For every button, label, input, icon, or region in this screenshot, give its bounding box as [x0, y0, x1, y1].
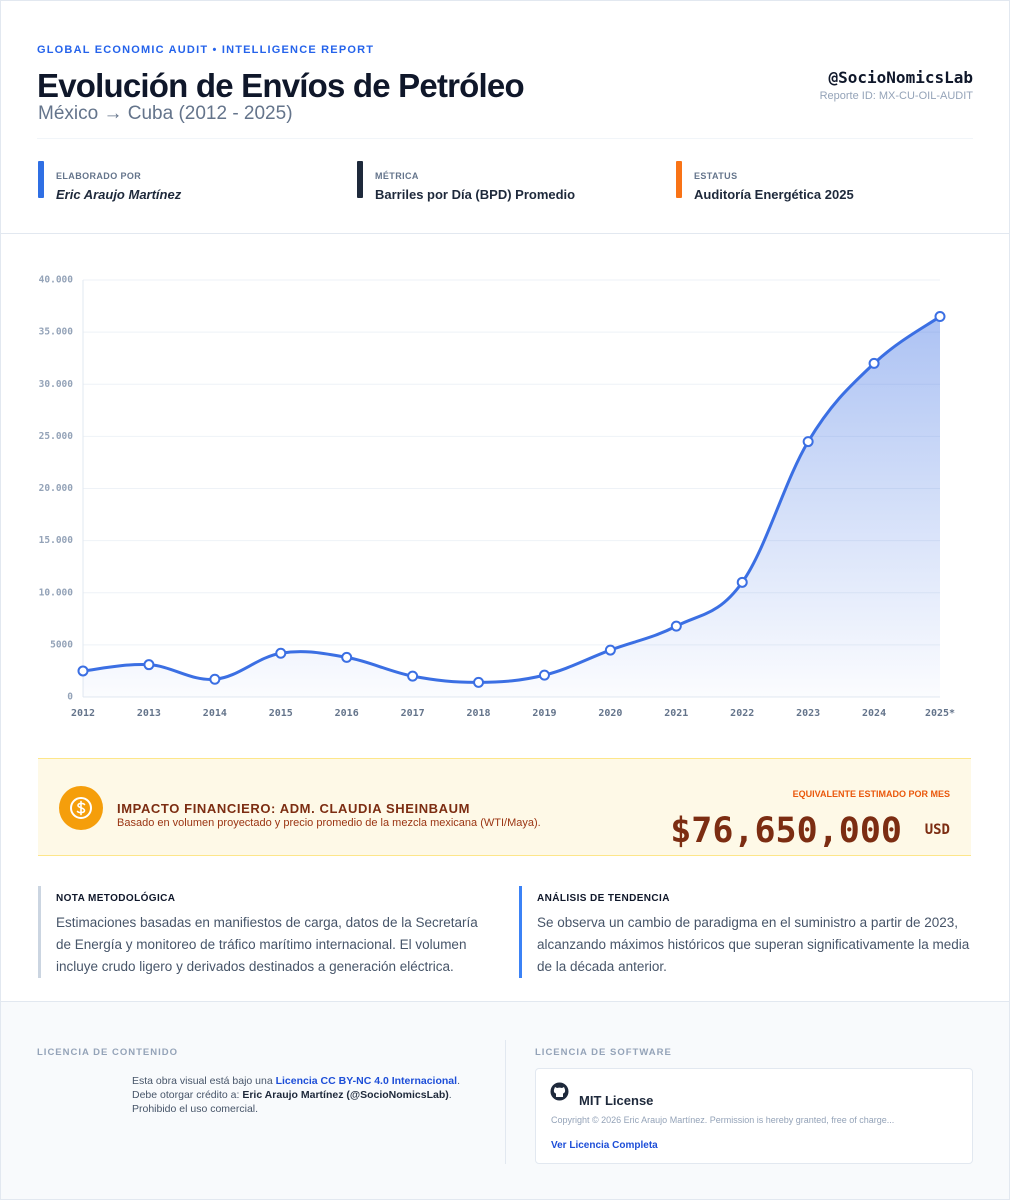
impact-subtitle: Basado en volumen proyectado y precio pr…: [117, 817, 541, 829]
report-id: Reporte ID: MX-CU-OIL-AUDIT: [819, 90, 973, 102]
note-title: ANÁLISIS DE TENDENCIA: [537, 893, 670, 904]
impact-amount: $76,650,000: [670, 811, 902, 851]
text: .: [448, 1089, 452, 1101]
impact-title: IMPACTO FINANCIERO: ADM. CLAUDIA SHEINBA…: [117, 801, 471, 816]
handle: @SocioNomicsLab: [828, 68, 974, 87]
title: Evolución de Envíos de Petróleo: [37, 67, 525, 104]
x-tick-label: 2017: [401, 708, 425, 719]
subtitle: México → Cuba (2012 - 2025): [38, 103, 293, 124]
x-tick-label: 2023: [796, 708, 820, 719]
software-license-heading: LICENCIA DE SOFTWARE: [535, 1047, 672, 1058]
point: [407, 670, 419, 682]
text: Prohibido el uso comercial.: [132, 1103, 259, 1115]
y-tick-label: 10.000: [39, 587, 74, 598]
meta-value: Barriles por Día (BPD) Promedio: [375, 187, 576, 202]
y-tick-label: 25.000: [39, 431, 74, 442]
meta-label: ELABORADO POR: [56, 171, 142, 181]
impact-currency: USD: [924, 822, 950, 838]
footer: LICENCIA DE CONTENIDO Esta obra visual e…: [1, 1001, 1009, 1199]
x-tick-label: 2020: [598, 708, 622, 719]
text: Esta obra visual está bajo una: [132, 1075, 276, 1087]
text: Debe otorgar crédito a:: [132, 1089, 243, 1101]
x-tick-label: 2015: [269, 708, 293, 719]
x-tick-label: 2012: [71, 708, 95, 719]
x-tick-label: 2019: [532, 708, 556, 719]
chart: 0 5000 10.000 15.000 20.000 25.000 30.000 35.00…: [39, 275, 955, 720]
credit: Eric Araujo Martínez (@SocioNomicsLab): [242, 1089, 449, 1101]
meta-bar: [38, 161, 44, 198]
license-link[interactable]: Licencia CC BY-NC 4.0 Internacional: [275, 1075, 458, 1087]
y-tick-label: 0: [67, 692, 73, 703]
meta-value: Auditoría Energética 2025: [694, 187, 854, 202]
divider: [505, 1040, 506, 1164]
y-tick-label: 40.000: [39, 275, 74, 286]
x-tick-label: 2014: [203, 708, 227, 719]
content-license-heading: LICENCIA DE CONTENIDO: [37, 1047, 178, 1058]
x-tick-label: 2024: [862, 708, 886, 719]
point: [143, 659, 155, 671]
method-note: NOTA METODOLÓGICA Estimaciones basadas e…: [38, 886, 496, 978]
x-tick-label: 2013: [137, 708, 161, 719]
license-name: MIT License: [579, 1093, 654, 1108]
y-tick-label: 20.000: [39, 483, 74, 494]
point: [868, 357, 880, 369]
x-tick-label: 2025*: [925, 708, 955, 719]
point: [934, 310, 946, 322]
meta-label: MÉTRICA: [375, 171, 419, 181]
y-tick-label: 5000: [50, 639, 73, 650]
meta-item: ESTATUS Auditoría Energética 2025: [676, 161, 854, 202]
point: [341, 651, 353, 663]
point: [736, 576, 748, 588]
note-title: NOTA METODOLÓGICA: [56, 893, 176, 904]
point: [209, 673, 221, 685]
divider: [1, 233, 1009, 234]
point: [275, 647, 287, 659]
point: [670, 620, 682, 632]
meta-item: MÉTRICA Barriles por Día (BPD) Promedio: [357, 161, 575, 202]
trend-note: ANÁLISIS DE TENDENCIA Se observa un camb…: [519, 886, 977, 978]
x-tick-label: 2021: [664, 708, 688, 719]
impact-caption: EQUIVALENTE ESTIMADO POR MES: [792, 789, 950, 799]
meta-bar: [357, 161, 363, 198]
coin-icon: [59, 786, 103, 830]
license-text: Copyright © 2026 Eric Araujo Martínez. P…: [551, 1115, 895, 1125]
point: [77, 665, 89, 677]
meta-bar: [676, 161, 682, 198]
divider: [37, 138, 973, 139]
meta-item: ELABORADO POR Eric Araujo Martínez: [38, 161, 181, 202]
x-tick-label: 2022: [730, 708, 754, 719]
x-tick-label: 2018: [466, 708, 490, 719]
meta-value: Eric Araujo Martínez: [56, 187, 182, 202]
y-tick-label: 15.000: [39, 535, 74, 546]
note-text: Se observa un cambio de paradigma en el …: [537, 915, 970, 974]
license-card: MIT License Copyright © 2026 Eric Araujo…: [535, 1068, 973, 1164]
x-tick-label: 2016: [335, 708, 359, 719]
area: [83, 316, 940, 697]
point: [802, 436, 814, 448]
point: [538, 669, 550, 681]
impact-panel: IMPACTO FINANCIERO: ADM. CLAUDIA SHEINBA…: [38, 758, 971, 856]
y-tick-label: 35.000: [39, 327, 74, 338]
text: .: [457, 1075, 460, 1087]
github-icon: [550, 1082, 569, 1101]
point: [473, 676, 485, 688]
kicker: GLOBAL ECONOMIC AUDIT • INTELLIGENCE REP…: [37, 44, 375, 56]
license-link[interactable]: Ver Licencia Completa: [551, 1140, 658, 1151]
point: [604, 644, 616, 656]
content-license-text: Esta obra visual está bajo una Licencia …: [132, 1074, 460, 1116]
y-tick-label: 30.000: [39, 379, 74, 390]
note-text: Estimaciones basadas en manifiestos de c…: [56, 915, 478, 974]
meta-label: ESTATUS: [694, 171, 738, 181]
